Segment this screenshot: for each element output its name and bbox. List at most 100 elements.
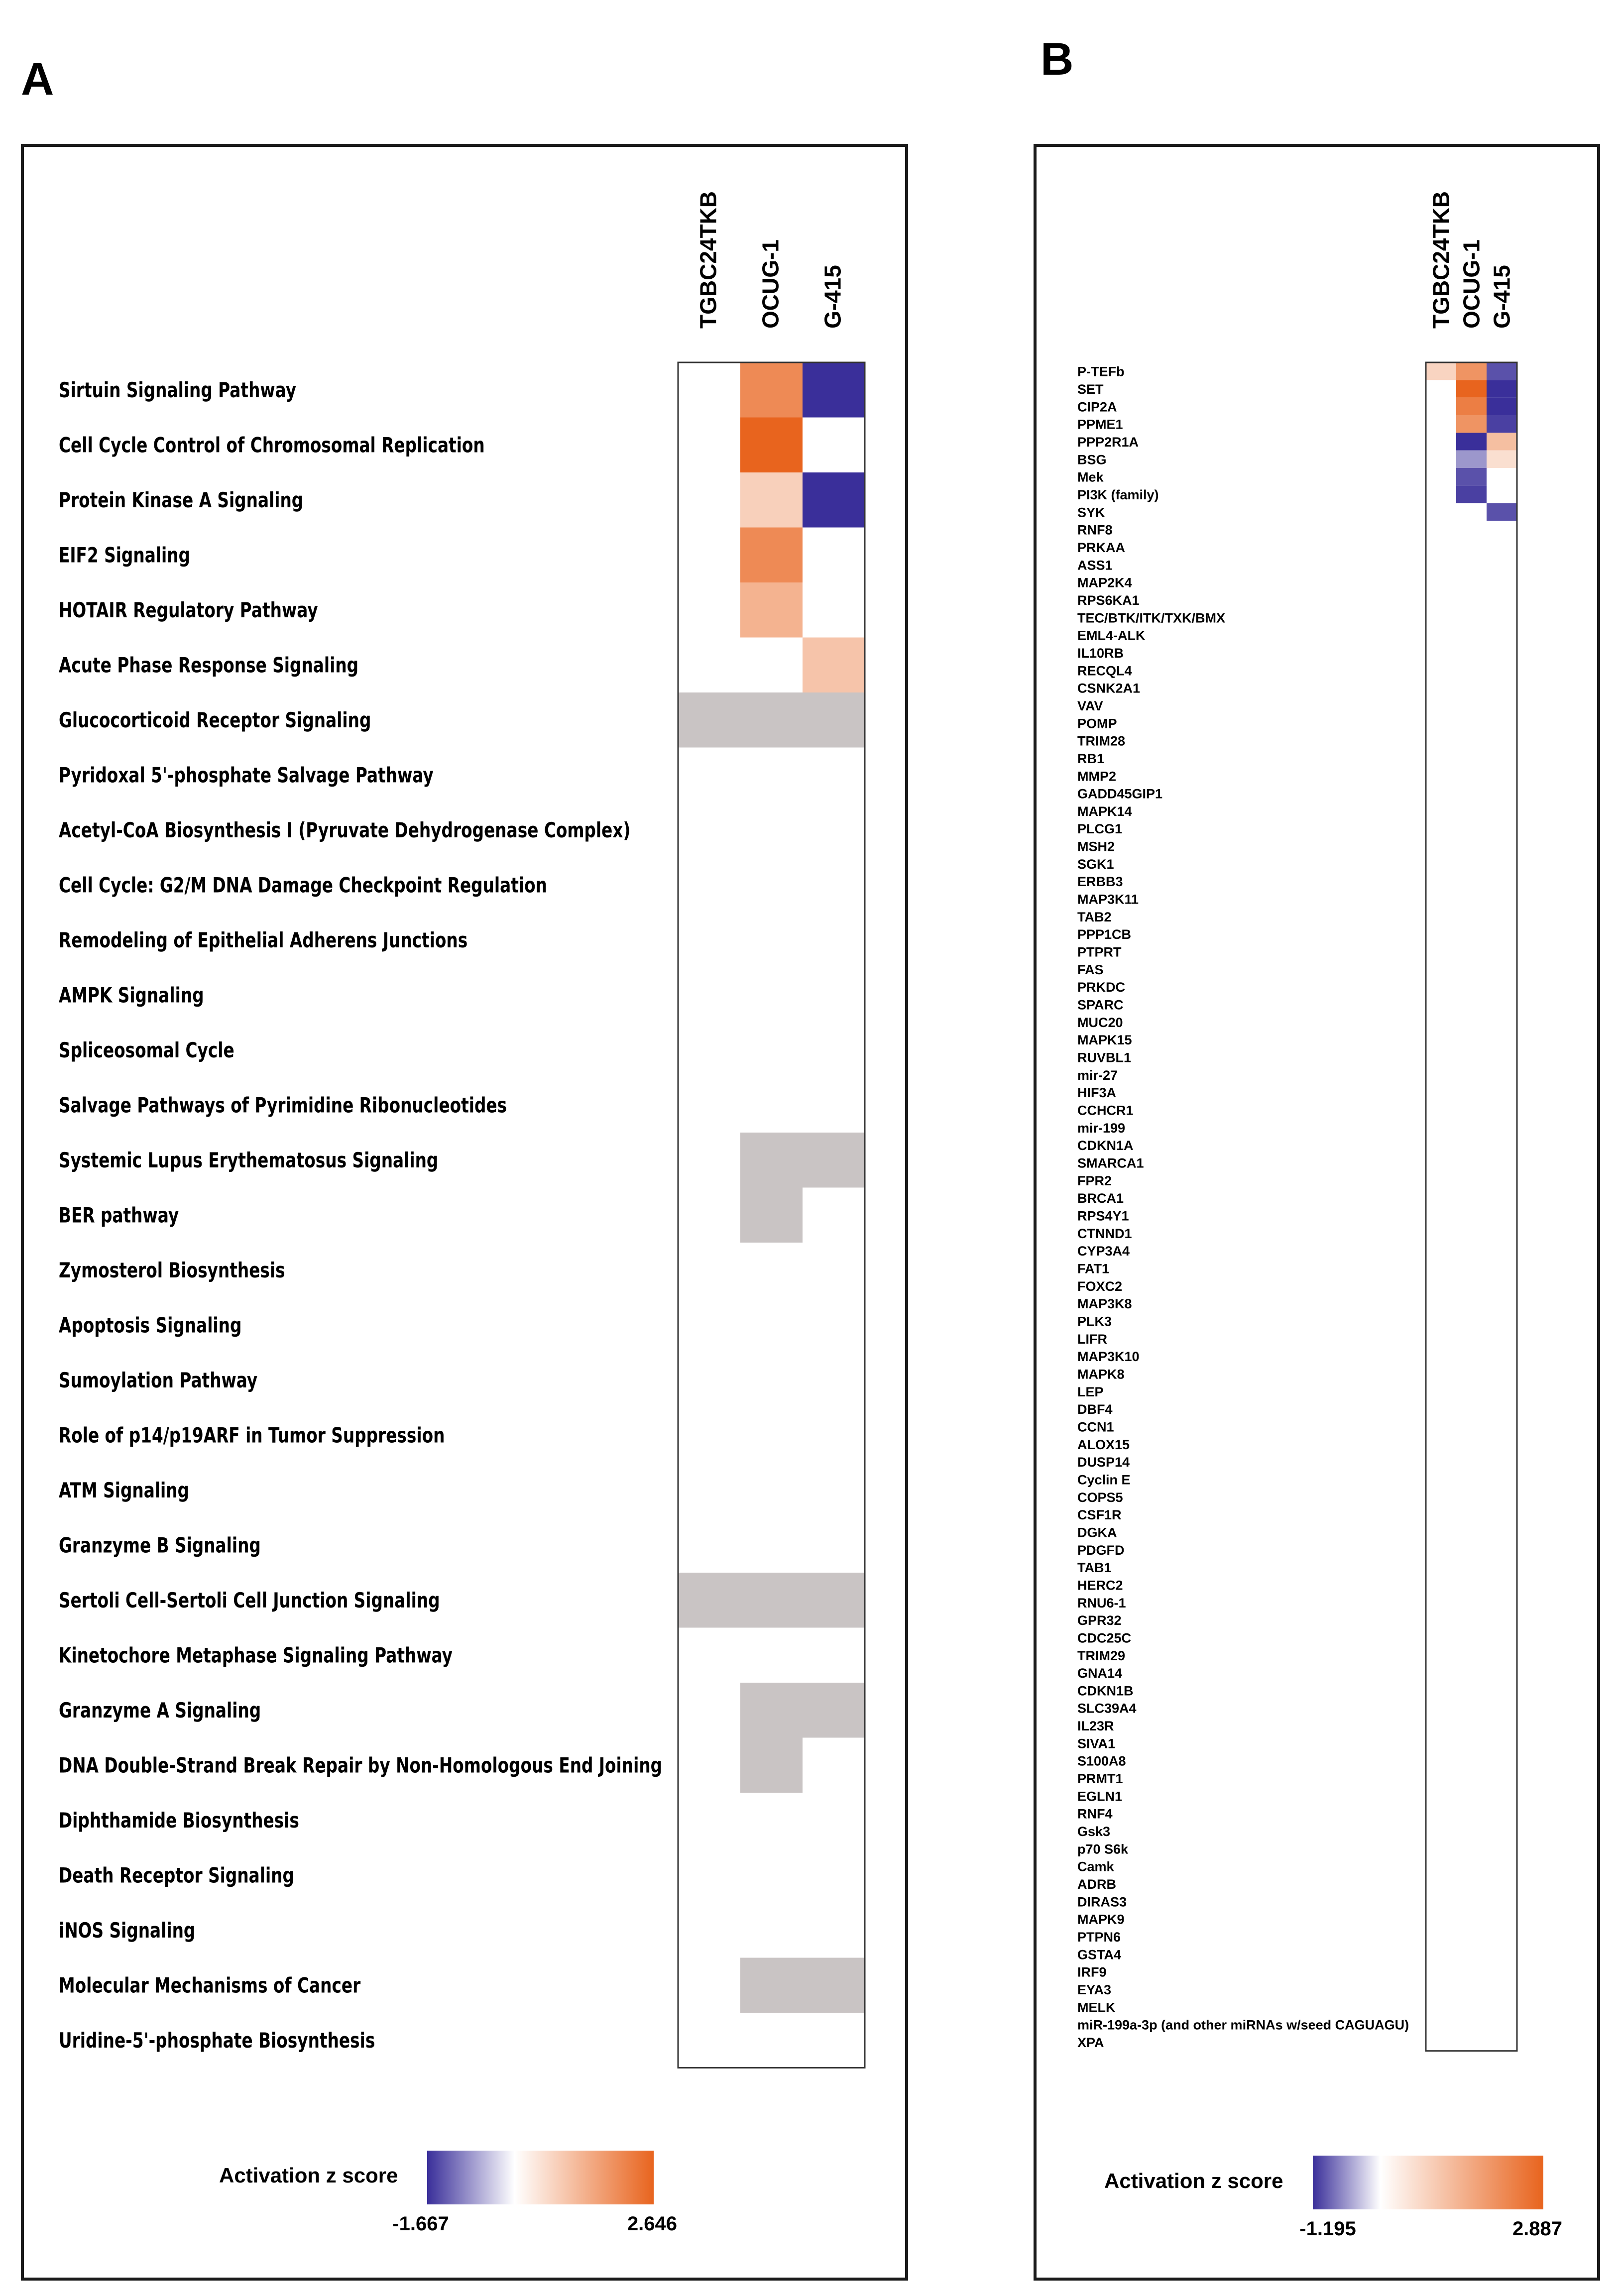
row-label: RNU6-1 xyxy=(1077,1596,1126,1610)
heatmap-frame xyxy=(1425,361,1518,2052)
row-label: TAB2 xyxy=(1077,910,1112,924)
heatmap-cell xyxy=(803,692,865,748)
column-header: OCUG-1 xyxy=(1459,239,1485,329)
row-label: IRF9 xyxy=(1077,1965,1107,1980)
row-label: PTPRT xyxy=(1077,945,1122,960)
legend-a: Activation z score -1.667 2.646 xyxy=(219,2151,677,2235)
panel-b-frame xyxy=(1034,144,1600,2281)
row-label: PPP2R1A xyxy=(1077,435,1139,450)
row-label: ALOX15 xyxy=(1077,1437,1130,1452)
heatmap-cell xyxy=(1456,397,1487,415)
panel-a-heatmap: TGBC24TKB OCUG-1 G-415 Sirtuin Signaling Pa… xyxy=(59,191,866,2068)
row-label: CYP3A4 xyxy=(1077,1244,1130,1259)
panel-b-heatmap: TGBC24TKB OCUG-1 G-415 P-TEFb SET CIP2A PPME1 P… xyxy=(1077,191,1518,2052)
row-label: MAPK14 xyxy=(1077,804,1132,819)
heatmap-cell xyxy=(1456,485,1487,503)
row-label: XPA xyxy=(1077,2035,1104,2050)
row-label: ATM Signaling xyxy=(59,1478,189,1502)
heatmap-cell xyxy=(678,1573,740,1628)
heatmap-cell xyxy=(740,692,803,748)
row-label: SMARCA1 xyxy=(1077,1156,1144,1171)
row-label: iNOS Signaling xyxy=(59,1918,195,1943)
row-label: Pyridoxal 5'-phosphate Salvage Pathway xyxy=(59,763,434,788)
row-label: IL23R xyxy=(1077,1719,1114,1733)
heatmap-cell xyxy=(1456,450,1487,468)
row-label: VAV xyxy=(1077,698,1103,713)
row-label: SIVA1 xyxy=(1077,1736,1115,1751)
row-label: DUSP14 xyxy=(1077,1455,1130,1470)
heatmap-cell xyxy=(803,472,865,528)
heatmap-frame xyxy=(677,361,866,2068)
row-label: CSNK2A1 xyxy=(1077,681,1140,696)
row-label: Diphthamide Biosynthesis xyxy=(59,1808,299,1833)
column-header: G-415 xyxy=(1489,265,1515,329)
heatmap-cell xyxy=(803,362,865,418)
row-label: MELK xyxy=(1077,2000,1116,2015)
row-label: CCHCR1 xyxy=(1077,1103,1134,1118)
row-label: MAPK15 xyxy=(1077,1033,1132,1047)
row-label: P-TEFb xyxy=(1077,364,1125,379)
legend-b: Activation z score -1.195 2.887 xyxy=(1104,2156,1562,2240)
row-label: MSH2 xyxy=(1077,839,1115,854)
heatmap-cell xyxy=(1487,362,1517,380)
row-label: Sumoylation Pathway xyxy=(59,1368,257,1392)
row-label: Cyclin E xyxy=(1077,1472,1131,1487)
row-label: MAP3K10 xyxy=(1077,1349,1140,1364)
column-header: TGBC24TKB xyxy=(1428,191,1454,329)
row-label: Role of p14/p19ARF in Tumor Suppression xyxy=(59,1423,445,1448)
row-label: BSG xyxy=(1077,452,1107,467)
row-label: HOTAIR Regulatory Pathway xyxy=(59,598,318,622)
row-label: BRCA1 xyxy=(1077,1191,1124,1206)
row-label: Salvage Pathways of Pyrimidine Ribonucle… xyxy=(59,1093,507,1118)
row-label: FAT1 xyxy=(1077,1261,1109,1276)
row-label: Kinetochore Metaphase Signaling Pathway xyxy=(59,1643,453,1668)
row-label: Spliceosomal Cycle xyxy=(59,1038,234,1062)
row-label: DNA Double-Strand Break Repair by Non-Ho… xyxy=(59,1753,662,1778)
legend-b-max: 2.887 xyxy=(1512,2218,1562,2240)
row-label: PPME1 xyxy=(1077,417,1123,432)
row-label: MUC20 xyxy=(1077,1015,1123,1030)
row-label: GPR32 xyxy=(1077,1613,1122,1628)
heatmap-cell xyxy=(740,1573,803,1628)
legend-a-title: Activation z score xyxy=(219,2164,398,2187)
panel-a-frame xyxy=(21,144,908,2281)
row-label: IL10RB xyxy=(1077,646,1124,661)
row-label: TRIM28 xyxy=(1077,734,1125,749)
row-label: RPS6KA1 xyxy=(1077,593,1140,608)
column-header: G-415 xyxy=(820,265,846,329)
row-label: RPS4Y1 xyxy=(1077,1209,1129,1224)
row-label: SGK1 xyxy=(1077,857,1114,872)
row-label: CDC25C xyxy=(1077,1630,1131,1645)
legend-b-colorbar xyxy=(1313,2156,1543,2209)
row-label: PLCG1 xyxy=(1077,821,1122,836)
row-label: CSF1R xyxy=(1077,1507,1122,1522)
row-label: MAPK8 xyxy=(1077,1367,1125,1381)
row-label: Mek xyxy=(1077,470,1104,485)
heatmap-cell xyxy=(1456,415,1487,433)
row-label: Gsk3 xyxy=(1077,1824,1110,1839)
row-label: COPS5 xyxy=(1077,1490,1123,1505)
heatmap-cell xyxy=(740,362,803,418)
row-label: MAPK9 xyxy=(1077,1912,1125,1927)
heatmap-cell xyxy=(1456,433,1487,451)
row-label: FPR2 xyxy=(1077,1173,1112,1188)
heatmap-cell xyxy=(740,1683,803,1738)
row-label: Uridine-5'-phosphate Biosynthesis xyxy=(59,2028,375,2053)
heatmap-cell xyxy=(740,1737,803,1793)
row-label: Protein Kinase A Signaling xyxy=(59,488,303,512)
heatmap-cell xyxy=(678,692,740,748)
row-label: Death Receptor Signaling xyxy=(59,1863,294,1888)
row-label: Molecular Mechanisms of Cancer xyxy=(59,1973,361,1998)
heatmap-cell xyxy=(1487,380,1517,398)
row-label: MAP3K8 xyxy=(1077,1296,1132,1311)
heatmap-cell xyxy=(740,1957,803,2013)
row-label: HIF3A xyxy=(1077,1085,1116,1100)
legend-b-title: Activation z score xyxy=(1104,2169,1283,2192)
row-label: CDKN1B xyxy=(1077,1683,1134,1698)
row-label: CIP2A xyxy=(1077,399,1117,414)
row-label: Apoptosis Signaling xyxy=(59,1313,241,1338)
row-label: DIRAS3 xyxy=(1077,1894,1127,1909)
row-label: MMP2 xyxy=(1077,769,1116,784)
heatmap-cell xyxy=(1487,397,1517,415)
